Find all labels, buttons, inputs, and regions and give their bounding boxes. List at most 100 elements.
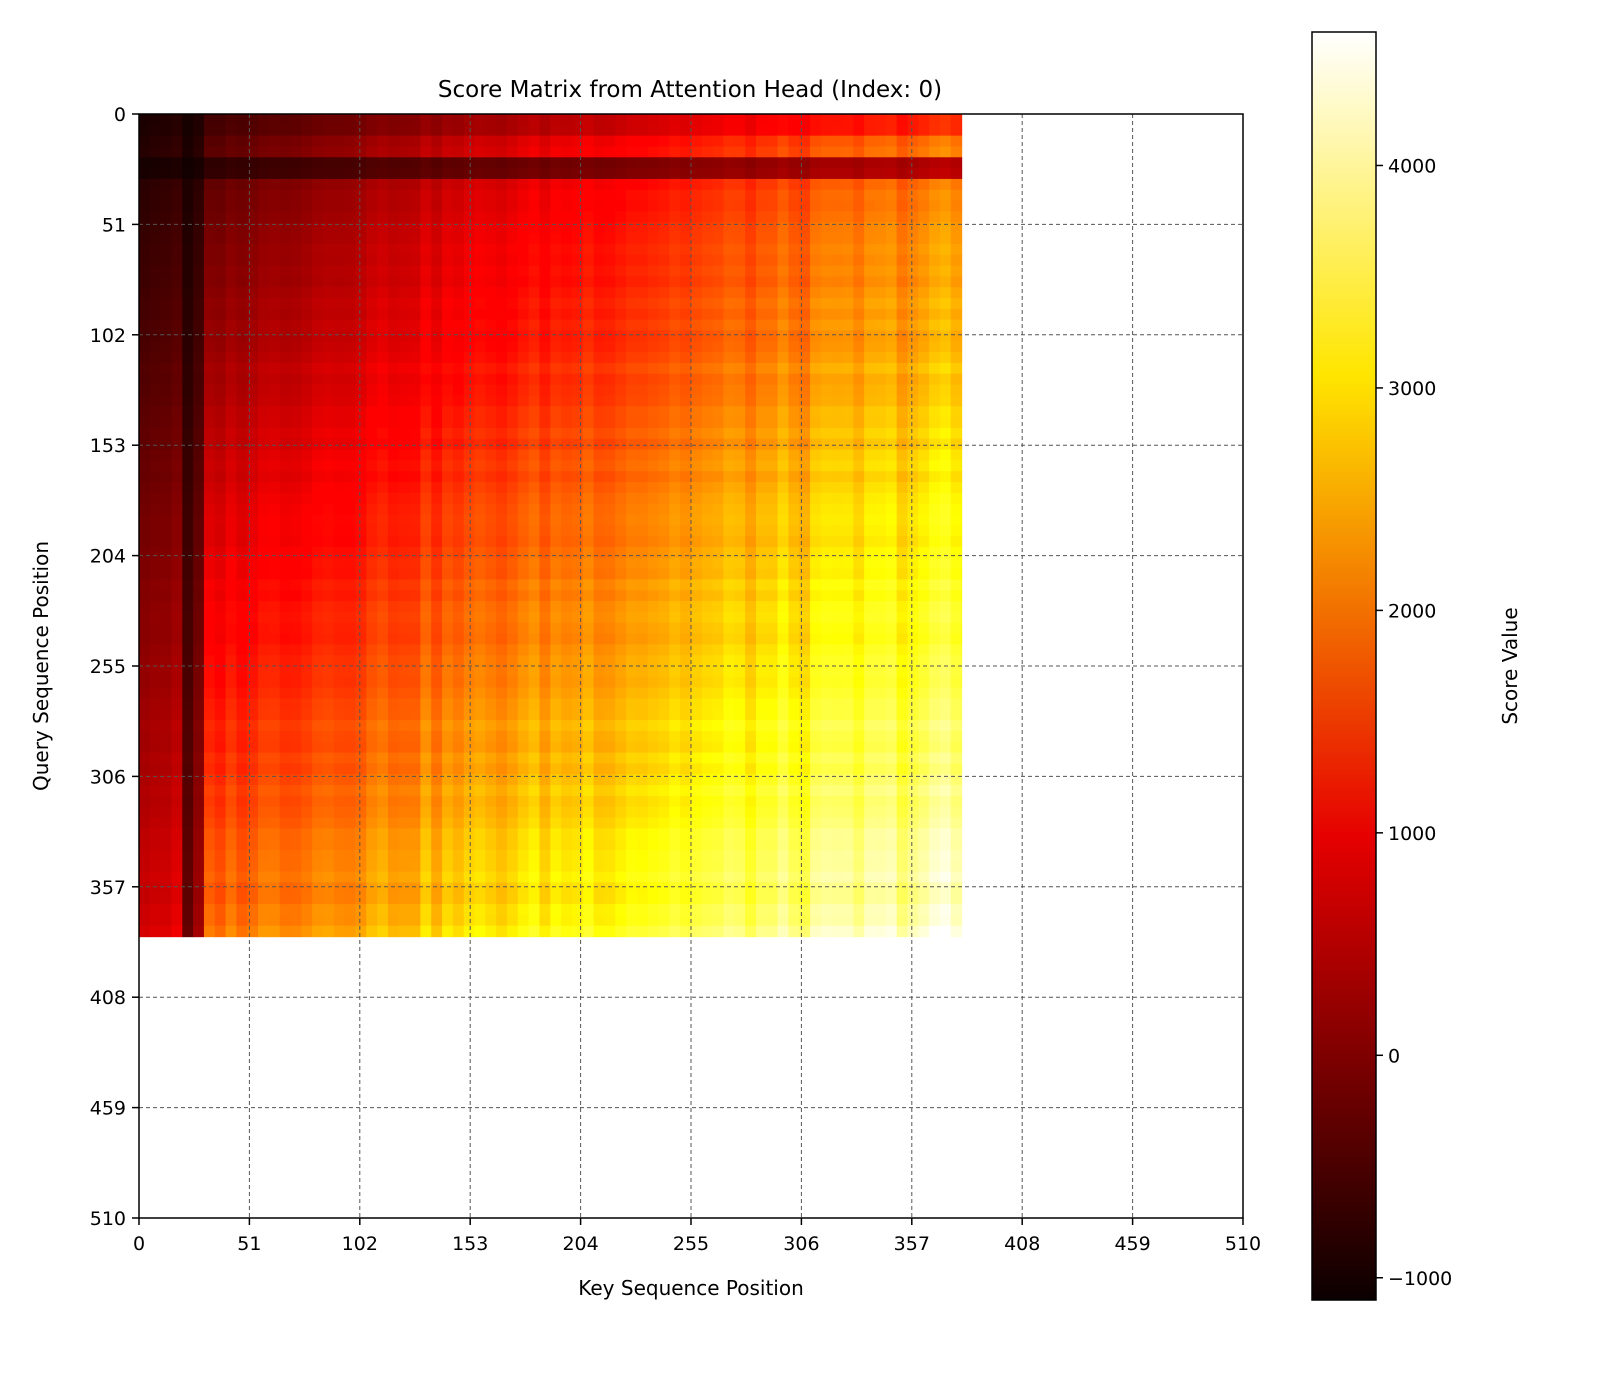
heatmap-cell <box>528 308 541 321</box>
heatmap-cell <box>279 590 292 602</box>
heatmap-cell <box>387 406 400 418</box>
heatmap-cell <box>160 579 173 591</box>
heatmap-cell <box>398 590 411 602</box>
heatmap-cell <box>258 730 270 743</box>
heatmap-cell <box>387 752 400 765</box>
heatmap-cell <box>387 579 400 591</box>
heatmap-cell <box>409 676 422 689</box>
heatmap-cell <box>658 590 670 602</box>
heatmap-cell <box>258 265 270 277</box>
heatmap-cell <box>561 395 573 407</box>
heatmap-cell <box>636 146 649 158</box>
heatmap-cell <box>853 449 865 461</box>
heatmap-cell <box>517 698 530 710</box>
heatmap-cell <box>701 698 714 710</box>
heatmap-cell <box>680 319 692 332</box>
heatmap-cell <box>820 233 833 245</box>
heatmap-cell <box>864 633 876 645</box>
heatmap-cell <box>745 795 757 808</box>
heatmap-cell <box>669 298 681 310</box>
heatmap-cell <box>647 406 660 418</box>
heatmap-cell <box>755 471 768 483</box>
heatmap-cell <box>517 666 530 678</box>
heatmap-cell <box>701 817 714 829</box>
heatmap-cell <box>139 319 151 332</box>
heatmap-cell <box>831 633 844 645</box>
heatmap-cell <box>517 492 530 505</box>
heatmap-cell <box>344 601 357 613</box>
heatmap-cell <box>377 168 389 180</box>
heatmap-cell <box>496 774 508 786</box>
heatmap-cell <box>312 114 324 126</box>
heatmap-cell <box>160 568 173 581</box>
heatmap-cell <box>626 633 638 645</box>
heatmap-cell <box>171 514 183 526</box>
heatmap-cell <box>366 222 378 234</box>
heatmap-cell <box>485 795 497 808</box>
heatmap-cell <box>864 676 876 689</box>
heatmap-cell <box>442 200 454 213</box>
heatmap-cell <box>918 449 930 461</box>
heatmap-cell <box>301 298 313 310</box>
heatmap-cell <box>669 189 681 202</box>
heatmap-cell <box>734 579 746 591</box>
heatmap-cell <box>810 308 822 321</box>
heatmap-cell <box>615 471 627 483</box>
heatmap-cell <box>734 243 746 256</box>
heatmap-cell <box>723 676 735 689</box>
heatmap-cell <box>366 373 378 386</box>
heatmap-cell <box>669 795 681 808</box>
heatmap-cell <box>626 362 638 375</box>
heatmap-cell <box>896 492 909 505</box>
heatmap-cell <box>950 243 963 256</box>
heatmap-cell <box>485 417 497 429</box>
heatmap-cell <box>247 330 259 342</box>
heatmap-cell <box>712 427 725 440</box>
heatmap-cell <box>507 590 519 602</box>
heatmap-cell <box>831 763 844 775</box>
heatmap-cell <box>691 741 703 754</box>
heatmap-cell <box>582 460 595 472</box>
heatmap-cell <box>755 124 768 137</box>
heatmap-cell <box>799 730 811 743</box>
heatmap-cell <box>626 168 638 180</box>
heatmap-cell <box>691 438 703 451</box>
heatmap-cell <box>777 178 790 191</box>
heatmap-cell <box>528 774 541 786</box>
heatmap-cell <box>420 503 432 516</box>
heatmap-cell <box>701 666 714 678</box>
heatmap-cell <box>701 157 714 169</box>
heatmap-cell <box>831 471 844 483</box>
heatmap-cell <box>149 546 162 559</box>
heatmap-cell <box>193 254 205 267</box>
heatmap-cell <box>377 298 389 310</box>
heatmap-cell <box>214 168 227 180</box>
heatmap-cell <box>853 308 865 321</box>
heatmap-cell <box>550 254 562 267</box>
heatmap-cell <box>647 384 660 397</box>
heatmap-cell <box>258 222 270 234</box>
heatmap-cell <box>258 622 270 635</box>
heatmap-cell <box>517 222 530 234</box>
heatmap-cell <box>236 817 248 829</box>
heatmap-cell <box>398 676 411 689</box>
heatmap-cell <box>474 330 486 342</box>
heatmap-cell <box>755 395 768 407</box>
heatmap-cell <box>550 709 562 721</box>
heatmap-cell <box>333 525 346 537</box>
heatmap-cell <box>864 482 876 494</box>
heatmap-cell <box>636 373 649 386</box>
heatmap-cell <box>149 243 162 256</box>
heatmap-cell <box>799 114 811 126</box>
heatmap-cell <box>139 741 151 754</box>
heatmap-cell <box>745 720 757 732</box>
heatmap-cell <box>831 114 844 126</box>
heatmap-cell <box>929 438 941 451</box>
heatmap-cell <box>766 189 779 202</box>
heatmap-cell <box>831 146 844 158</box>
heatmap-cell <box>463 698 476 710</box>
heatmap-cell <box>387 233 400 245</box>
heatmap-cell <box>691 298 703 310</box>
heatmap-cell <box>442 406 454 418</box>
heatmap-cell <box>398 406 411 418</box>
